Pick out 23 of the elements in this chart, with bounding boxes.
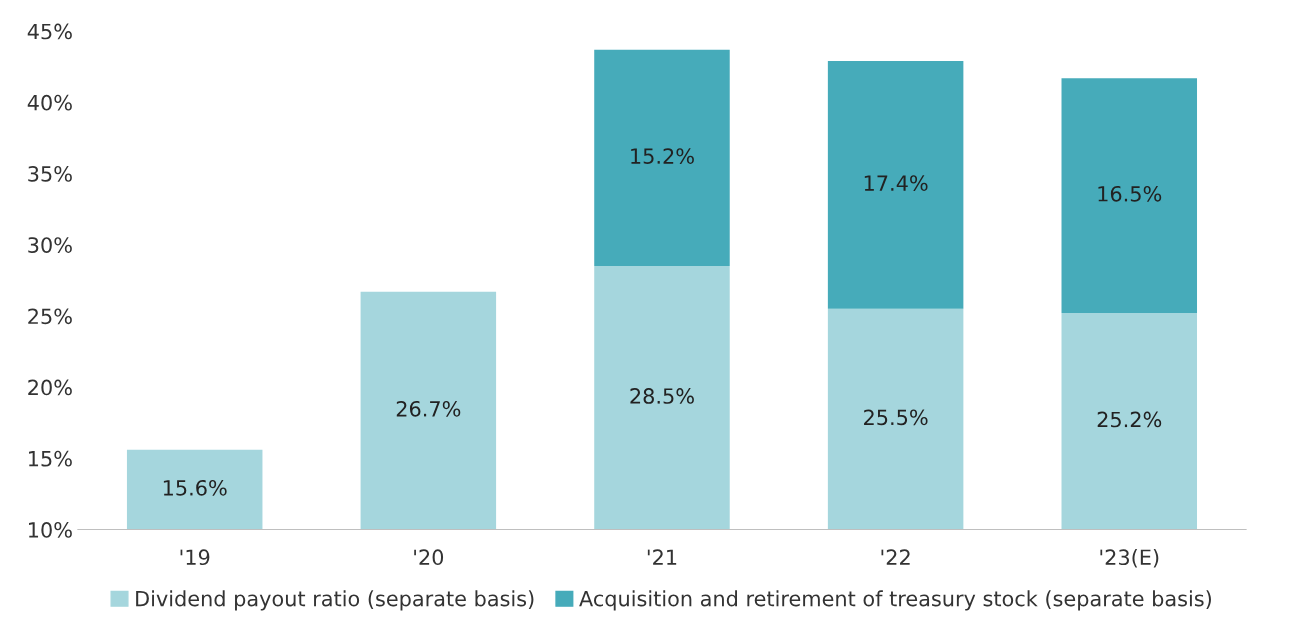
y-tick-label: 40% — [27, 94, 72, 111]
x-tick-label: '22 — [881, 549, 910, 565]
data-label: 16.5% — [1098, 185, 1162, 202]
x-tick-label: '19 — [180, 549, 210, 566]
x-tick-label: '20 — [414, 549, 444, 566]
y-tick-label: 10% — [29, 522, 72, 538]
data-label: 15.2% — [631, 148, 694, 164]
legend-label: Dividend payout ratio (separate basis) — [136, 590, 534, 611]
data-label: 26.7% — [396, 400, 461, 417]
data-label: 28.5% — [630, 388, 694, 404]
y-tick-label: 45% — [27, 23, 72, 40]
y-tick-label: 15% — [29, 450, 72, 467]
data-label: 25.2% — [1097, 411, 1162, 428]
legend-label: Acquisition and retirement of treasury stock (separate basis) — [579, 590, 1211, 611]
y-tick-label: 20% — [28, 379, 72, 396]
y-tick-label: 30% — [28, 237, 72, 253]
data-label: 15.6% — [163, 479, 227, 496]
y-tick-label: 35% — [28, 166, 72, 182]
x-tick-label: '21 — [647, 549, 677, 565]
data-label: 17.4% — [864, 175, 928, 191]
x-tick-label: '23(E) — [1100, 549, 1159, 568]
y-tick-label: 25% — [28, 308, 72, 325]
data-label: 25.5% — [864, 409, 928, 426]
